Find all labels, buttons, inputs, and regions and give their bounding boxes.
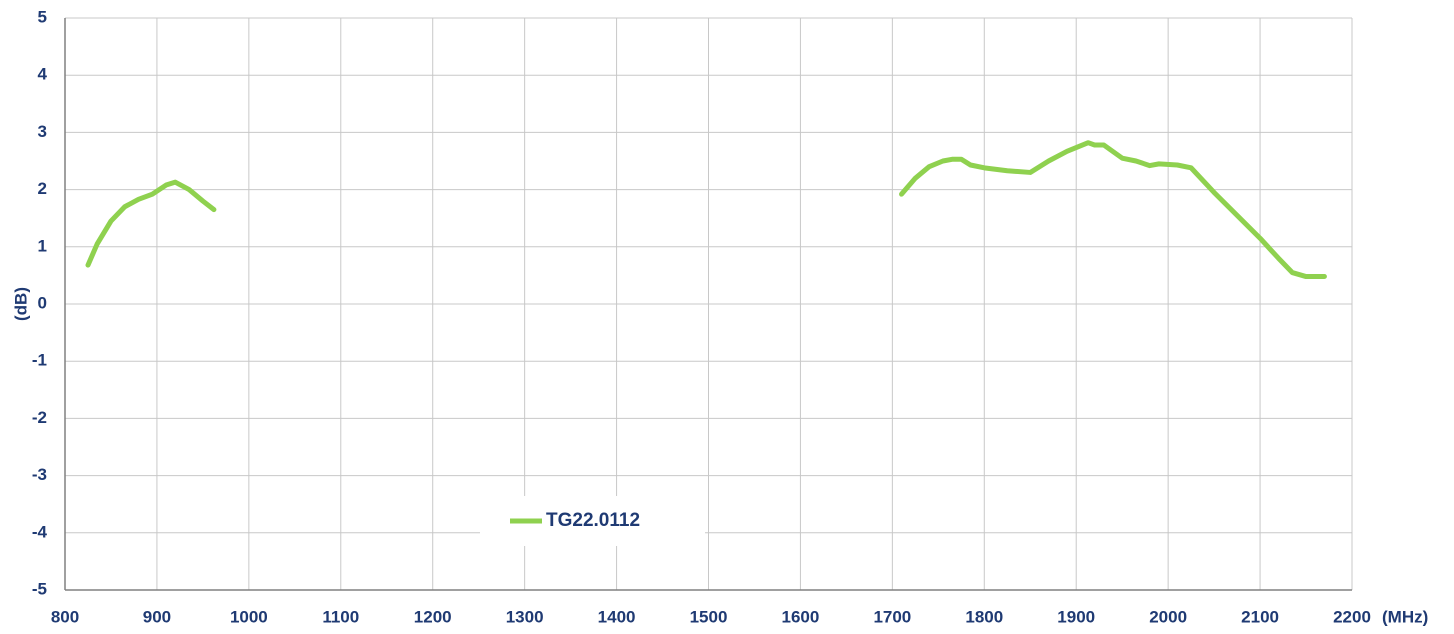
y-tick-label: 0: [38, 293, 47, 312]
y-tick-label: -5: [32, 579, 47, 598]
y-tick-label: -4: [32, 522, 48, 541]
y-tick-label: 5: [38, 7, 47, 26]
x-tick-label: 1900: [1057, 607, 1095, 626]
y-tick-label: -3: [32, 465, 47, 484]
y-tick-label: 3: [38, 122, 47, 141]
x-tick-label: 1700: [873, 607, 911, 626]
y-tick-label: -2: [32, 408, 47, 427]
x-tick-label: 1000: [230, 607, 268, 626]
x-axis-label: (MHz): [1382, 607, 1428, 626]
x-tick-label: 2100: [1241, 607, 1279, 626]
x-tick-label: 2200: [1333, 607, 1371, 626]
y-tick-label: -1: [32, 351, 47, 370]
x-tick-label: 1800: [965, 607, 1003, 626]
y-tick-label: 1: [38, 236, 47, 255]
y-tick-label: 2: [38, 179, 47, 198]
legend-label: TG22.0112: [546, 510, 640, 531]
x-tick-label: 1500: [690, 607, 728, 626]
x-tick-label: 1600: [782, 607, 820, 626]
y-axis-label: (dB): [11, 287, 30, 321]
x-tick-label: 2000: [1149, 607, 1187, 626]
x-tick-label: 900: [143, 607, 171, 626]
x-tick-label: 800: [51, 607, 79, 626]
y-tick-label: 4: [38, 65, 48, 84]
x-tick-label: 1400: [598, 607, 636, 626]
series-line: [85, 140, 1327, 280]
x-tick-label: 1200: [414, 607, 452, 626]
x-tick-label: 1300: [506, 607, 544, 626]
x-tick-label: 1100: [322, 607, 359, 626]
